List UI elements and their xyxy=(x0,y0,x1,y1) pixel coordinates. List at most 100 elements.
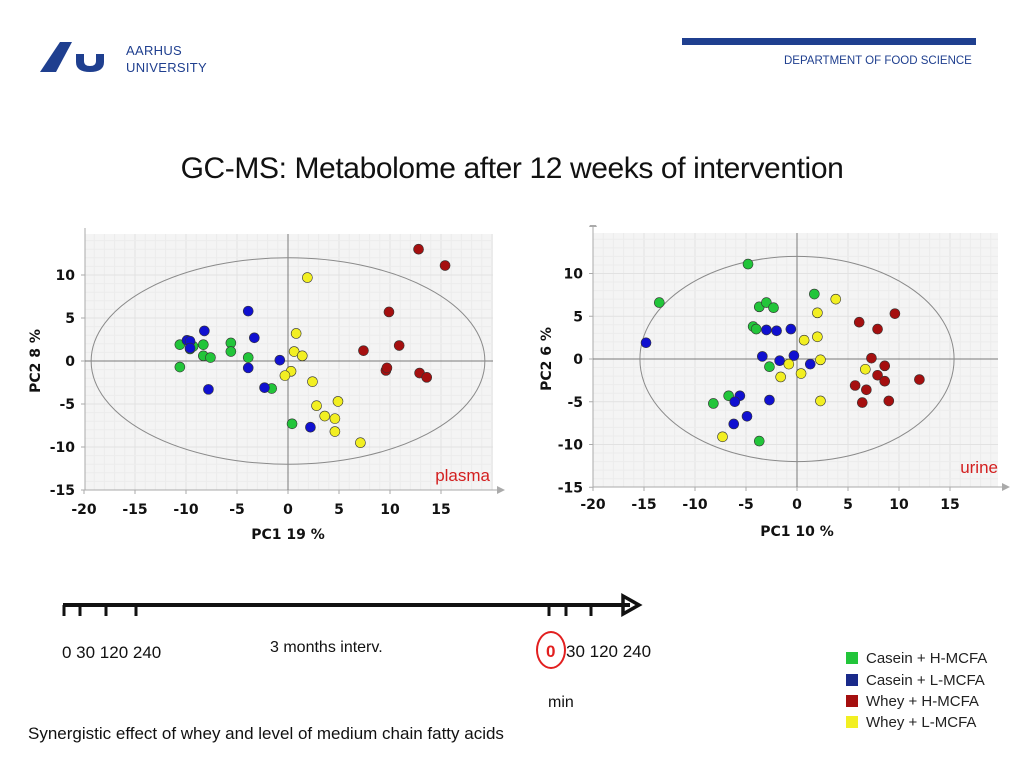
final-zero-time: 0 xyxy=(546,642,556,661)
plasma-point-whey-h xyxy=(413,243,424,255)
urine-point-casein-h xyxy=(742,258,754,270)
urine-point-whey-l xyxy=(783,358,795,370)
legend-swatch xyxy=(846,716,858,728)
plasma-point-whey-l xyxy=(329,413,341,424)
urine-point-whey-h xyxy=(883,395,895,407)
plasma-x-axis-label: PC1 19 % xyxy=(251,527,325,543)
plasma-point-whey-h xyxy=(381,362,393,374)
plasma-pca-chart: -20 -15 -10 -5 0 5 10 15 10 5 0 -5 -10 -15 PC1 19 % PC2… xyxy=(28,228,505,543)
plasma-confidence-ellipse xyxy=(90,257,486,465)
plasma-point-whey-l xyxy=(288,346,300,357)
plasma-point-casein-h xyxy=(286,418,298,430)
urine-point-casein-h xyxy=(750,323,762,335)
plasma-point-casein-l xyxy=(203,384,214,395)
plasma-point-whey-l xyxy=(296,350,308,362)
urine-point-casein-l xyxy=(771,325,782,337)
urine-point-whey-h xyxy=(914,374,925,385)
plasma-point-casein-l xyxy=(199,325,210,337)
plasma-y-tick-label: 10 xyxy=(56,268,76,284)
urine-y-tick-label: -15 xyxy=(558,480,583,496)
plasma-x-tick-label: 5 xyxy=(334,502,344,518)
university-logo-icon xyxy=(40,42,104,72)
urine-point-whey-l xyxy=(830,293,842,305)
urine-point-whey-h xyxy=(849,380,861,391)
urine-point-whey-h xyxy=(866,352,877,364)
legend-swatch xyxy=(846,652,858,664)
urine-point-whey-l xyxy=(775,371,786,383)
urine-point-whey-h xyxy=(872,323,883,335)
urine-y-tick-label: 5 xyxy=(573,309,583,325)
urine-y-tick-label: 0 xyxy=(573,352,583,368)
plasma-x-axis-arrow xyxy=(497,486,505,494)
plasma-point-whey-l xyxy=(329,426,341,437)
plasma-point-whey-l xyxy=(311,400,322,412)
urine-point-casein-l xyxy=(761,324,772,336)
plasma-point-casein-h xyxy=(225,346,237,357)
plasma-point-casein-h xyxy=(205,352,216,363)
plasma-point-whey-l xyxy=(355,437,366,448)
plasma-point-whey-h xyxy=(383,306,395,318)
urine-point-whey-h xyxy=(889,308,901,319)
intervention-label: 3 months interv. xyxy=(270,639,383,656)
plasma-y-tick-label: -10 xyxy=(50,440,76,456)
urine-x-tick-label: -10 xyxy=(682,497,708,513)
plasma-x-tick-label: -20 xyxy=(71,502,97,518)
urine-point-casein-h xyxy=(761,297,772,308)
urine-point-whey-l xyxy=(795,368,807,379)
urine-x-tick-label: 15 xyxy=(940,497,959,513)
urine-point-casein-l xyxy=(788,350,800,361)
urine-point-casein-h xyxy=(654,297,665,308)
plasma-point-casein-l xyxy=(259,382,270,393)
urine-confidence-ellipse xyxy=(639,255,955,463)
legend-label: Whey + L-MCFA xyxy=(866,714,977,731)
plasma-point-casein-l xyxy=(242,305,254,317)
urine-point-casein-l xyxy=(729,396,741,408)
plasma-point-casein-h xyxy=(174,361,186,373)
time-unit: min xyxy=(548,694,574,711)
urine-point-whey-h xyxy=(872,369,883,381)
urine-point-casein-h xyxy=(809,288,820,300)
plasma-point-casein-l xyxy=(184,342,196,354)
plasma-y-tick-label: 0 xyxy=(65,354,75,370)
legend-swatch xyxy=(846,695,858,707)
urine-point-whey-h xyxy=(856,397,868,408)
plasma-sample-label: plasma xyxy=(435,466,490,485)
urine-point-casein-l xyxy=(785,323,797,335)
urine-point-casein-l xyxy=(757,351,768,362)
university-name: AARHUS UNIVERSITY xyxy=(126,42,207,76)
plasma-point-whey-l xyxy=(279,370,291,381)
urine-point-casein-l xyxy=(804,358,816,370)
plasma-point-casein-h xyxy=(242,352,254,363)
urine-y-tick-label: 10 xyxy=(564,267,584,283)
urine-point-casein-l xyxy=(764,394,775,406)
urine-x-tick-label: 0 xyxy=(792,497,802,513)
urine-point-whey-l xyxy=(798,334,810,346)
urine-point-whey-l xyxy=(812,307,823,319)
urine-point-casein-h xyxy=(753,435,765,447)
urine-point-whey-l xyxy=(860,363,871,375)
urine-point-whey-l xyxy=(812,331,823,343)
urine-point-casein-l xyxy=(640,337,652,349)
urine-y-tick-label: -10 xyxy=(558,438,584,454)
plasma-x-tick-label: 0 xyxy=(283,502,293,518)
plasma-point-whey-h xyxy=(421,372,433,383)
department-name: DEPARTMENT OF FOOD SCIENCE xyxy=(784,55,972,67)
legend-label: Casein + L-MCFA xyxy=(866,672,985,689)
urine-point-whey-h xyxy=(879,375,891,387)
urine-point-whey-l xyxy=(717,431,728,443)
urine-point-whey-l xyxy=(815,395,826,407)
caption: Synergistic effect of whey and level of … xyxy=(28,724,504,743)
urine-point-casein-l xyxy=(728,418,740,430)
plasma-point-whey-l xyxy=(332,396,344,407)
urine-point-casein-h xyxy=(768,302,779,313)
plasma-point-whey-l xyxy=(290,328,302,339)
baseline-times: 0 30 120 240 xyxy=(62,643,162,662)
urine-point-whey-h xyxy=(861,384,872,396)
plasma-x-tick-label: 10 xyxy=(380,502,400,518)
plasma-x-tick-label: 15 xyxy=(431,502,450,518)
plasma-point-whey-l xyxy=(307,376,318,387)
urine-point-casein-l xyxy=(774,355,785,367)
urine-x-tick-label: -5 xyxy=(738,497,754,513)
slide-title: GC-MS: Metabolome after 12 weeks of inte… xyxy=(180,152,844,185)
